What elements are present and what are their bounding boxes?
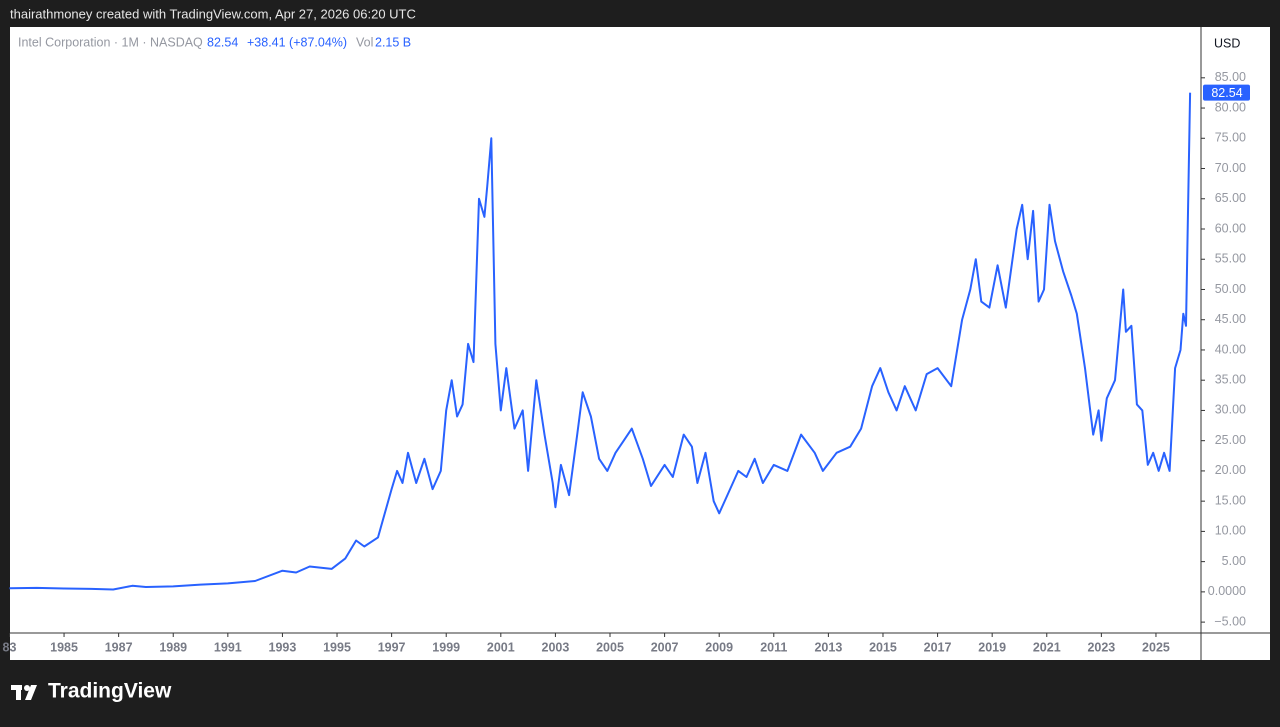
x-tick-label: 1985 — [50, 640, 78, 654]
x-tick-label: 2007 — [651, 640, 679, 654]
x-tick-label: 2015 — [869, 640, 897, 654]
y-tick-label: 40.00 — [1215, 342, 1246, 356]
y-tick-label: 75.00 — [1215, 131, 1246, 145]
last-price-label: 82.54 — [1211, 86, 1242, 100]
x-tick-label: 1995 — [323, 640, 351, 654]
legend-symbol: Intel Corporation · 1M · NASDAQ — [18, 35, 203, 49]
y-tick-label: 20.00 — [1215, 463, 1246, 477]
x-tick-label: 2019 — [978, 640, 1006, 654]
y-tick-label: 85.00 — [1215, 70, 1246, 84]
credit: thairathmoney created with TradingView.c… — [10, 6, 416, 21]
x-tick-label: 1987 — [105, 640, 133, 654]
legend-vol: 2.15 B — [375, 35, 411, 49]
y-tick-label: 5.00 — [1222, 554, 1246, 568]
y-tick-label: 70.00 — [1215, 161, 1246, 175]
price-line — [9, 92, 1192, 591]
legend-vol-label: Vol — [356, 35, 373, 49]
x-tick-label: 83 — [3, 640, 17, 654]
x-tick-label: 2003 — [542, 640, 570, 654]
y-tick-label: −5.00 — [1214, 614, 1246, 628]
y-tick-label: 15.00 — [1215, 493, 1246, 507]
y-tick-label: 80.00 — [1215, 100, 1246, 114]
legend-last: 82.54 — [207, 35, 238, 49]
x-tick-label: 2011 — [760, 640, 787, 654]
y-tick-label: 55.00 — [1215, 252, 1246, 266]
x-tick-label: 1999 — [432, 640, 460, 654]
y-tick-label: 30.00 — [1215, 403, 1246, 417]
logo: TradingView — [48, 680, 172, 703]
y-tick-label: 65.00 — [1215, 191, 1246, 205]
y-tick-label: 35.00 — [1215, 372, 1246, 386]
x-tick-label: 2005 — [596, 640, 624, 654]
y-tick-label: 50.00 — [1215, 282, 1246, 296]
logo-mark — [11, 685, 37, 700]
x-tick-label: 2025 — [1142, 640, 1170, 654]
currency: USD — [1214, 36, 1240, 50]
x-tick-label: 2017 — [924, 640, 952, 654]
chart-panel — [10, 27, 1270, 660]
last-price-box — [1203, 84, 1250, 101]
y-tick-label: 60.00 — [1215, 221, 1246, 235]
x-tick-label: 2009 — [705, 640, 733, 654]
y-tick-label: 0.0000 — [1208, 584, 1246, 598]
y-tick-label: 10.00 — [1215, 524, 1246, 538]
legend-change: +38.41 (+87.04%) — [247, 35, 347, 49]
x-tick-label: 2013 — [814, 640, 842, 654]
x-tick-label: 1993 — [269, 640, 297, 654]
x-tick-label: 2001 — [487, 640, 515, 654]
x-tick-label: 1989 — [159, 640, 187, 654]
x-tick-label: 2021 — [1033, 640, 1061, 654]
y-tick-label: 45.00 — [1215, 312, 1246, 326]
x-tick-label: 1991 — [214, 640, 242, 654]
x-tick-label: 1997 — [378, 640, 406, 654]
y-tick-label: 25.00 — [1215, 433, 1246, 447]
x-tick-label: 2023 — [1087, 640, 1115, 654]
